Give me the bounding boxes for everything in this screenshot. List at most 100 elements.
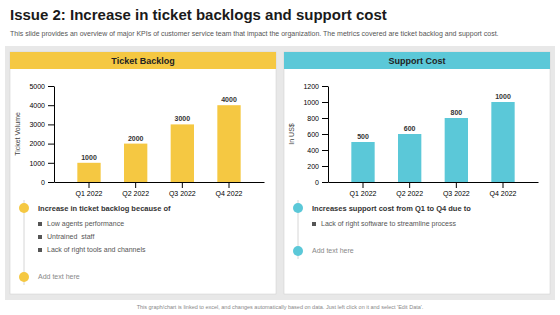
tick-mark	[48, 163, 54, 164]
tick-mark	[48, 124, 54, 125]
data-label: 3000	[175, 115, 191, 122]
bullet-header: Increase in ticket backlog because of	[38, 204, 171, 213]
tick-label: 3000	[29, 121, 45, 128]
y-tick: 800	[307, 115, 328, 122]
tick-label: Q4 2022	[490, 190, 517, 198]
footer: This graph/chart is linked to excel, and…	[137, 304, 424, 310]
tick-mark	[89, 182, 90, 188]
bar	[171, 124, 194, 182]
bars	[77, 105, 240, 182]
header-bar	[10, 52, 276, 69]
tick-label: 600	[307, 131, 319, 138]
tick-label: 1000	[29, 160, 45, 167]
x-tick: Q4 2022	[490, 182, 517, 198]
tick-mark	[322, 118, 328, 119]
tick-mark	[409, 182, 410, 188]
bar	[124, 144, 147, 182]
bullet-dot	[19, 203, 29, 213]
data-label: 600	[404, 125, 416, 132]
x-tick: Q3 2022	[443, 182, 470, 198]
x-tick: Q3 2022	[169, 182, 196, 198]
bullet-square	[38, 222, 42, 226]
bar	[491, 102, 514, 182]
data-label: 1000	[81, 154, 97, 161]
background	[5, 46, 555, 300]
y-axis-label: In US$	[288, 123, 295, 145]
bar	[217, 105, 240, 182]
axis-line	[329, 182, 539, 183]
y-axis: 0 200 400 600 800 1000 1200	[303, 83, 328, 186]
tick-mark	[322, 182, 328, 183]
tick-label: Q2 2022	[122, 190, 149, 198]
tick-label: Q1 2022	[350, 190, 377, 198]
y-tick: 1000	[29, 160, 54, 167]
tick-mark	[363, 182, 364, 188]
x-tick: Q1 2022	[76, 182, 103, 198]
data-label: 1000	[495, 93, 511, 100]
bullet-add-text: Add text here	[312, 247, 354, 254]
y-tick: 5000	[29, 83, 54, 90]
y-axis-label: Ticket Volume	[14, 112, 21, 156]
tick-label: 1200	[303, 83, 319, 90]
tick-label: 400	[307, 147, 319, 154]
y-tick: 0	[41, 179, 54, 186]
bullet-add-text: Add text here	[38, 273, 80, 280]
tick-label: 4000	[29, 102, 45, 109]
bullet-header: Increases support cost from Q1 to Q4 due…	[312, 204, 471, 213]
tick-mark	[229, 182, 230, 188]
panel: Support Cost020040060080010001200Q1 2022…	[284, 52, 550, 294]
x-axis: Q1 2022Q2 2022Q3 2022Q4 2022	[329, 182, 539, 198]
bullet-item: Lack of right software to streamline pro…	[321, 220, 457, 228]
tick-mark	[322, 102, 328, 103]
x-axis: Q1 2022 Q2 2022 Q3 2022 Q4 2022	[55, 182, 265, 198]
y-axis: 0 1000 2000 3000 4000 5000	[29, 83, 54, 186]
y-tick: 0	[315, 179, 328, 186]
tick-mark	[322, 166, 328, 167]
bar	[398, 134, 421, 182]
tick-label: 2000	[29, 140, 45, 147]
tick-label: Q3 2022	[169, 190, 196, 198]
tick-mark	[456, 182, 457, 188]
tick-mark	[182, 182, 183, 188]
axis-line	[54, 87, 55, 183]
data-label: 800	[450, 109, 462, 116]
axis-line	[55, 182, 265, 183]
tick-mark	[48, 182, 54, 183]
bar	[445, 118, 468, 182]
tick-label: 0	[315, 179, 319, 186]
tick-label: 5000	[29, 83, 45, 90]
tick-mark	[322, 134, 328, 135]
y-tick: 2000	[29, 140, 54, 147]
x-tick: Q1 2022	[350, 182, 377, 198]
subtitle: This slide provides an overview of major…	[10, 30, 499, 38]
x-tick: Q4 2022	[216, 182, 243, 198]
tick-mark	[503, 182, 504, 188]
header-bar	[284, 52, 550, 69]
tick-label: Q4 2022	[216, 190, 243, 198]
bar	[351, 142, 374, 182]
tick-mark	[48, 105, 54, 106]
y-tick: 3000	[29, 121, 54, 128]
tick-mark	[135, 182, 136, 188]
tick-mark	[322, 150, 328, 151]
panel-background	[284, 52, 550, 294]
y-tick: 200	[307, 163, 328, 170]
y-tick: 4000	[29, 102, 54, 109]
data-label: 2000	[128, 135, 144, 142]
tick-mark	[322, 86, 328, 87]
bullet-dot	[19, 272, 29, 282]
bullet-square	[312, 222, 316, 226]
panel: Ticket Backlog010002000300040005000Q1 20…	[10, 52, 276, 294]
panel-background	[10, 52, 276, 294]
bar	[77, 163, 100, 182]
data-label: 500	[357, 133, 369, 140]
tick-label: Q3 2022	[443, 190, 470, 198]
bullet-dot	[293, 203, 303, 213]
x-tick: Q2 2022	[122, 182, 149, 198]
axis-line	[328, 87, 329, 183]
bullet-item: Untrained staff	[47, 233, 94, 240]
bullet-item: Lack of right tools and channels	[47, 246, 146, 254]
y-tick: 1000	[303, 99, 328, 106]
y-tick: 1200	[303, 83, 328, 90]
bullet-square	[38, 248, 42, 252]
